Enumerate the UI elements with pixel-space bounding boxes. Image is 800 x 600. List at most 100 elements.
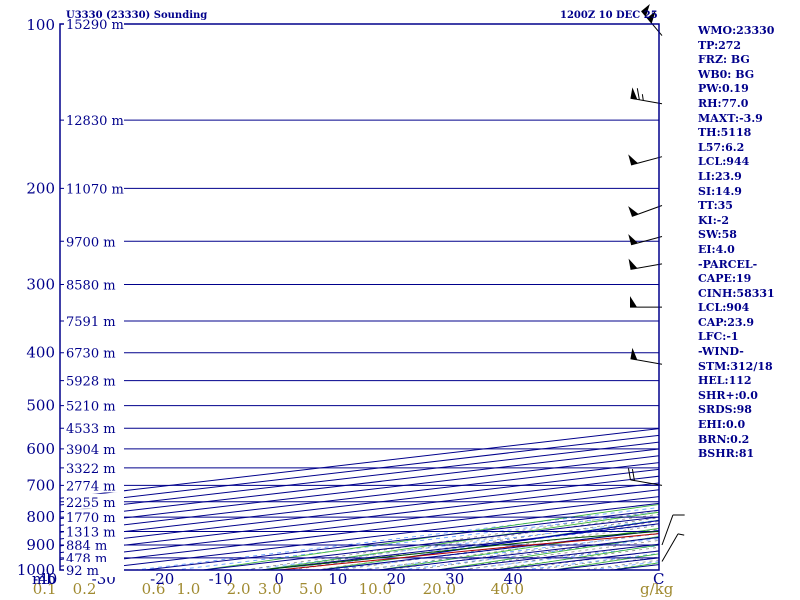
- height-label: 3322 m: [66, 462, 116, 477]
- isotherm: [60, 428, 659, 499]
- height-label-bg: [64, 397, 124, 413]
- barb-pennant: [628, 258, 638, 270]
- height-label: 3904 m: [66, 443, 116, 458]
- height-label-bg: [64, 344, 124, 360]
- mixing-ratio-line: [396, 538, 659, 570]
- height-label-bg: [64, 523, 124, 539]
- stat-item: TH:5118: [698, 126, 752, 140]
- barb-half-flag: [677, 533, 685, 536]
- pressure-tick-label: 1000: [17, 561, 55, 579]
- mixing-ratio-label: 1.0: [176, 580, 200, 598]
- mixing-ratio-label: 5.0: [299, 580, 323, 598]
- height-label-bg: [64, 537, 124, 553]
- mixing-ratio-label: 0.2: [73, 580, 97, 598]
- mixing-ratio-label: 40.0: [491, 580, 524, 598]
- height-label-bg: [64, 440, 124, 456]
- height-label-bg: [64, 233, 124, 249]
- barb-staff: [630, 156, 663, 166]
- stat-item: EI:4.0: [698, 242, 735, 256]
- height-label: 12830 m: [66, 114, 124, 129]
- barb-pennant: [630, 347, 638, 360]
- isotherm: [60, 448, 659, 520]
- stat-item: EHI:0.0: [698, 418, 746, 432]
- stat-item: L57:6.2: [698, 140, 745, 154]
- mixing-ratio-line: [274, 523, 659, 570]
- stat-item: SHR+:0.0: [698, 388, 758, 402]
- pressure-tick-label: 700: [26, 476, 55, 494]
- height-label-bg: [64, 372, 124, 388]
- barb-staff: [630, 263, 663, 270]
- height-label: 2774 m: [66, 479, 116, 494]
- height-label-bg: [64, 562, 124, 577]
- height-label: 11070 m: [66, 182, 124, 197]
- stat-item: BRN:0.2: [698, 432, 750, 446]
- stat-item: SRDS:98: [698, 403, 752, 417]
- stat-item: WB0: BG: [698, 67, 755, 81]
- plot-frame: [59, 23, 660, 571]
- barb-pennant: [630, 296, 637, 308]
- mixing-ratio-line: [171, 511, 659, 570]
- pressure-tick-label: 100: [26, 16, 55, 34]
- temperature-tick-label: 30: [445, 570, 464, 588]
- temperature-tick-label: -20: [150, 570, 174, 588]
- barb-half-flag: [641, 94, 644, 101]
- temperature-tick-label: -10: [209, 570, 233, 588]
- isotherm: [60, 455, 659, 526]
- wind-barb: [628, 258, 663, 270]
- height-label-bg: [64, 509, 124, 525]
- mixing-ratio-label: 0.6: [142, 580, 166, 598]
- isotherm: [60, 441, 659, 513]
- temperature-tick-label: -40: [33, 570, 57, 588]
- pressure-tick-label: 800: [26, 508, 55, 526]
- wind-barb: [661, 514, 685, 546]
- mixing-ratio-label: 0.1: [33, 580, 57, 598]
- stat-item: KI:-2: [698, 213, 729, 227]
- isotherm: [140, 509, 659, 570]
- height-label-bg: [64, 112, 124, 128]
- stat-item: FRZ: BG: [698, 53, 750, 67]
- mixing-ratio-line: [131, 507, 659, 570]
- stat-item: RH:77.0: [698, 96, 749, 110]
- mixing-ratio-label: 2.0: [227, 580, 251, 598]
- wind-barb: [628, 234, 663, 246]
- station-title: U3330 (23330) Sounding: [66, 10, 208, 21]
- wind-barb: [627, 468, 663, 486]
- stat-item: WMO:23330: [698, 24, 775, 37]
- barb-staff: [661, 533, 679, 562]
- temperature-tick-label: 0: [274, 570, 284, 588]
- stat-item: TP:272: [698, 38, 742, 52]
- height-label-bg: [64, 180, 124, 196]
- stat-item: -WIND-: [698, 345, 744, 359]
- mixing-ratio-line: [456, 545, 659, 570]
- barb-staff: [630, 236, 663, 246]
- height-label: 1313 m: [66, 525, 116, 540]
- height-label-bg: [64, 459, 124, 475]
- mixing-ratio-line: [240, 519, 659, 570]
- stat-item: TT:35: [698, 199, 733, 213]
- barb-pennant: [647, 10, 656, 24]
- mixing-ratio-label: 10.0: [359, 580, 392, 598]
- isotherm: [60, 462, 659, 533]
- dry-adiabat: [776, 24, 800, 582]
- stat-item: SW:58: [698, 228, 737, 242]
- height-label-bg: [64, 276, 124, 292]
- isotherm: [60, 475, 659, 547]
- wind-barb: [628, 205, 663, 217]
- dry-adiabat: [258, 511, 659, 570]
- stat-item: CAP:23.9: [698, 315, 755, 329]
- height-label: 5210 m: [66, 400, 116, 415]
- barb-pennant: [628, 154, 638, 165]
- stat-item: -PARCEL-: [698, 257, 758, 271]
- stats-panel: WMO:23330 TP:272 FRZ: BG WB0: BG PW:0.19 RH:7…: [698, 24, 775, 462]
- wind-barb: [630, 347, 663, 365]
- height-label: 6730 m: [66, 347, 116, 362]
- barb-pennant: [630, 87, 638, 100]
- height-label-bg: [64, 477, 124, 493]
- wind-barb: [628, 154, 663, 166]
- height-label-bg: [64, 549, 124, 565]
- pressure-tick-label: 900: [26, 536, 55, 554]
- temperature-tick-label: 40: [504, 570, 523, 588]
- height-label-bg: [64, 420, 124, 436]
- isotherm: [60, 434, 659, 506]
